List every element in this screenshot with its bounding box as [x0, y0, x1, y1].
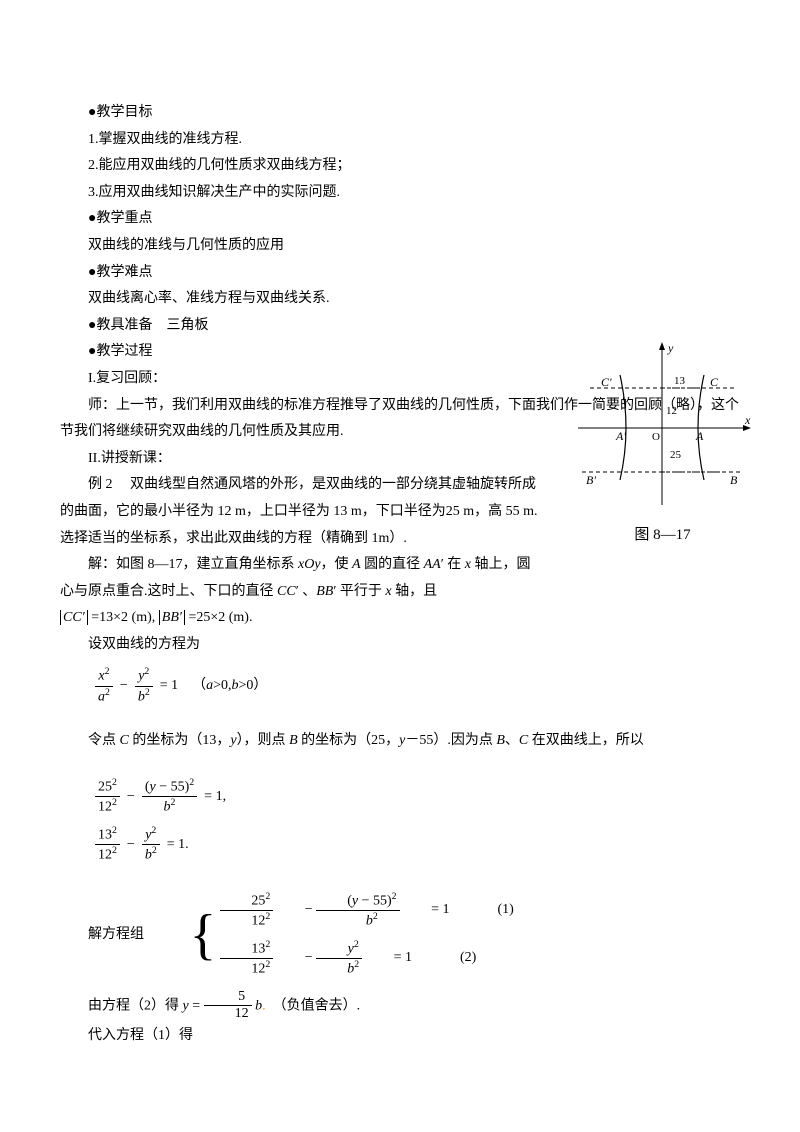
sol-f: ′ 、: [296, 584, 317, 599]
key-text: 双曲线的准线与几何性质的应用: [60, 233, 740, 260]
frac-x2a2: x2a2: [95, 666, 113, 706]
sol-a: 解：如图 8—17，建立直角坐标系: [88, 557, 298, 572]
sub-eq-1: 代入方程（1）得: [60, 1023, 740, 1050]
sol-b: ，使: [321, 557, 353, 572]
eq1-label: (1): [469, 897, 513, 924]
figure-caption: 图 8—17: [570, 521, 755, 550]
page-container: ●教学目标 1.掌握双曲线的准线方程. 2.能应用双曲线的几何性质求双曲线方程；…: [0, 0, 800, 1132]
solve-row: 解方程组 { 252122 − (y − 55)2b2 = 1(1) 13212…: [60, 891, 740, 979]
by-eq-2: 由方程（2）得 y = 512 b. （负值舍去）.: [60, 989, 740, 1024]
svg-text:C: C: [710, 375, 719, 389]
goal-3: 3.应用双曲线知识解决生产中的实际问题.: [60, 180, 740, 207]
by2-text: 由方程（2）得: [88, 998, 183, 1013]
let-c6: 、: [505, 733, 519, 748]
sys-eq-1: 252122 − (y − 55)2b2 = 1(1): [220, 891, 513, 931]
heading-key: ●教学重点: [60, 206, 740, 233]
svg-text:x: x: [744, 413, 751, 427]
A-label: A: [352, 557, 361, 572]
let-c5: －55）.因为点: [405, 733, 496, 748]
abs-cc: CC′: [60, 610, 88, 625]
C-var-2: C: [519, 733, 528, 748]
sol-c: 圆的直径: [361, 557, 424, 572]
figure-8-17: y x C' C A' A O B' B 13 12 25 图 8—17: [570, 340, 755, 550]
hard-text: 双曲线离心率、准线方程与双曲线关系.: [60, 286, 740, 313]
solution-para-1: 解：如图 8—17，建立直角坐标系 xOy，使 A 圆的直径 AA′ 在 x 轴…: [60, 552, 740, 605]
neg-text: （负值舍去）.: [273, 998, 361, 1013]
frac-13: 132122: [95, 825, 120, 865]
svg-text:B: B: [730, 473, 738, 487]
let-c2: 的坐标为（13，: [129, 733, 231, 748]
svg-text:y: y: [667, 341, 674, 355]
BB-label: BB: [316, 584, 333, 599]
sol-g: ′ 平行于: [333, 584, 385, 599]
goal-2: 2.能应用双曲线的几何性质求双曲线方程；: [60, 153, 740, 180]
equation-system: { 252122 − (y − 55)2b2 = 1(1) 132122 − y…: [162, 891, 514, 979]
b-var: b: [232, 679, 239, 694]
frac-yb: y2b2: [142, 825, 160, 865]
svg-text:12: 12: [666, 405, 677, 417]
C-var: C: [120, 733, 129, 748]
abs-bb: BB′: [159, 610, 185, 625]
xOy: xOy: [298, 557, 321, 572]
let-c-text: 令点 C 的坐标为（13，y），则点 B 的坐标为（25，y－55）.因为点 B…: [60, 728, 740, 755]
svg-text:A': A': [615, 429, 626, 443]
svg-text:C': C': [601, 375, 612, 389]
orange-dot: .: [262, 998, 266, 1013]
hyperbola-eq: x2a2 − y2b2 = 1 （a>0,b>0）: [95, 666, 740, 706]
let-c1: 令点: [88, 733, 120, 748]
svg-text:B': B': [586, 473, 596, 487]
cond-mid: >0,: [213, 679, 231, 694]
let-c4: 的坐标为（25，: [298, 733, 400, 748]
B-var-2: B: [496, 733, 505, 748]
cond-close: >0）: [239, 679, 268, 694]
solve-text: 解方程组: [88, 927, 144, 942]
eq2-label: (2): [432, 945, 476, 972]
B-var: B: [289, 733, 298, 748]
svg-text:13: 13: [674, 375, 686, 387]
cc-bb-row: CC′ =13×2 (m), BB′ =25×2 (m).: [60, 605, 740, 632]
frac-y2b2: y2b2: [135, 666, 153, 706]
bb-eq: =25×2 (m).: [185, 610, 253, 625]
cond-open: （: [192, 679, 206, 694]
heading-goals: ●教学目标: [60, 100, 740, 127]
AA-label: AA: [424, 557, 441, 572]
heading-hard: ●教学难点: [60, 260, 740, 287]
cc-eq: =13×2 (m),: [88, 610, 159, 625]
svg-text:25: 25: [670, 449, 682, 461]
CC-label: CC: [277, 584, 296, 599]
let-c3: ），则点: [237, 733, 290, 748]
sol-d: ′ 在: [441, 557, 465, 572]
let-c7: 在双曲线上，所以: [528, 733, 644, 748]
heading-prep: ●教具准备 三角板: [60, 313, 740, 340]
svg-text:O: O: [652, 431, 660, 443]
sys-eq-2: 132122 − y2b2 = 1(2): [220, 939, 513, 979]
set-eq-text: 设双曲线的方程为: [60, 632, 740, 659]
brace-icon: {: [162, 891, 221, 979]
frac-y55: (y − 55)2b2: [142, 777, 197, 817]
goal-1: 1.掌握双曲线的准线方程.: [60, 127, 740, 154]
frac-25: 252122: [95, 777, 120, 817]
sol-h: 轴，且: [392, 584, 438, 599]
eq-13: 132122 − y2b2 = 1.: [95, 825, 740, 865]
hyperbola-diagram-icon: y x C' C A' A O B' B 13 12 25: [570, 340, 755, 515]
eq-25: 252122 − (y − 55)2b2 = 1,: [95, 777, 740, 817]
frac-5-12: 512: [204, 989, 252, 1024]
svg-text:A: A: [695, 429, 704, 443]
